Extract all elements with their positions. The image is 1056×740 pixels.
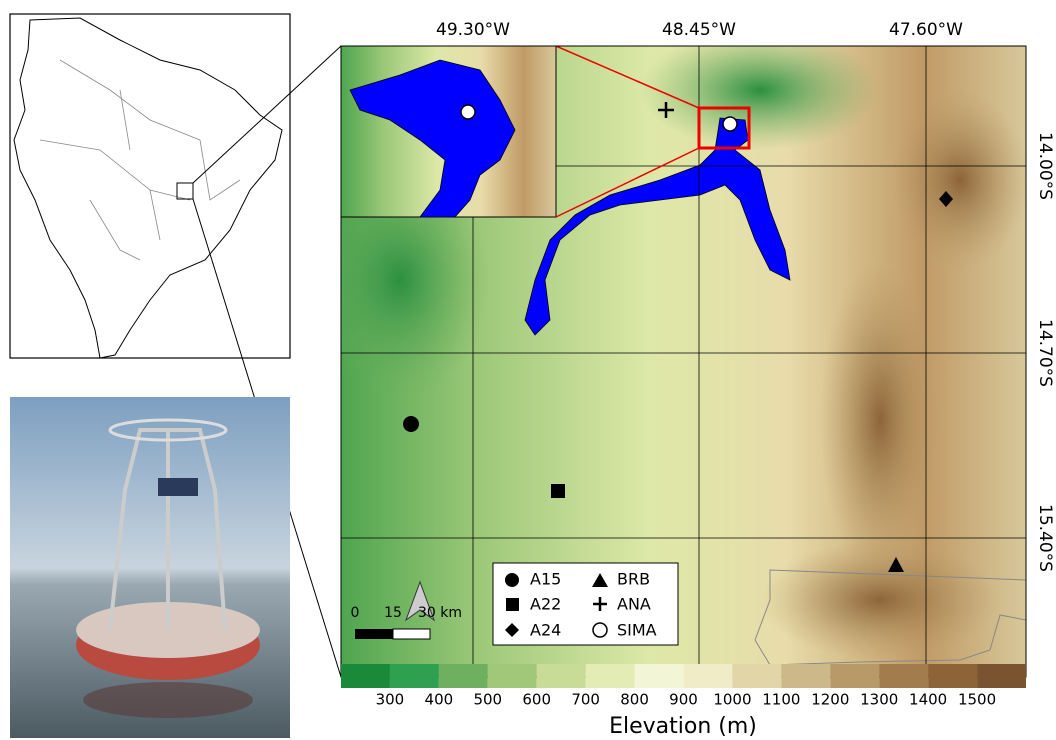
colorbar-bin xyxy=(781,664,831,688)
lat-label: 15.40°S xyxy=(1035,504,1055,572)
colorbar-bin xyxy=(634,664,684,688)
lon-label: 49.30°W xyxy=(436,20,510,40)
colorbar-tick-label: 700 xyxy=(571,691,600,709)
legend-label: A24 xyxy=(530,621,561,640)
lat-label: 14.70°S xyxy=(1035,319,1055,387)
legend-label: BRB xyxy=(617,570,650,589)
colorbar-bin xyxy=(683,664,733,688)
colorbar-tick-label: 1400 xyxy=(909,691,947,709)
colorbar-bin xyxy=(732,664,782,688)
colorbar-title: Elevation (m) xyxy=(609,714,757,739)
legend-label: SIMA xyxy=(617,621,657,640)
scale-label: 15 xyxy=(384,605,402,621)
colorbar-tick-label: 600 xyxy=(522,691,551,709)
elevation-map xyxy=(341,46,1026,677)
colorbar-bin xyxy=(389,664,439,688)
lat-label: 14.00°S xyxy=(1035,132,1055,200)
colorbar-tick-label: 500 xyxy=(473,691,502,709)
lon-label: 47.60°W xyxy=(889,20,963,40)
colorbar-bin xyxy=(830,664,880,688)
colorbar-tick-label: 1200 xyxy=(811,691,849,709)
colorbar-tick-label: 800 xyxy=(620,691,649,709)
legend-label: A15 xyxy=(530,570,561,589)
colorbar-bin xyxy=(487,664,537,688)
colorbar-bin xyxy=(977,664,1026,688)
zoom-line xyxy=(192,45,342,184)
buoy-photo xyxy=(10,397,290,738)
colorbar-tick-label: 1500 xyxy=(958,691,996,709)
inset-map xyxy=(9,13,291,359)
colorbar-bin xyxy=(928,664,978,688)
colorbar-bin xyxy=(585,664,635,688)
lon-label: 48.45°W xyxy=(662,20,736,40)
colorbar-bin xyxy=(536,664,586,688)
legend-label: A22 xyxy=(530,595,561,614)
colorbar-tick-label: 400 xyxy=(425,691,454,709)
colorbar-tick-label: 1300 xyxy=(860,691,898,709)
legend-label: ANA xyxy=(617,595,651,614)
colorbar: 300 400 500 600 700 800 900 1000 1100 1200 1300 140… xyxy=(341,664,1026,709)
colorbar-tick-label: 300 xyxy=(376,691,405,709)
colorbar-bin xyxy=(341,664,390,688)
legend-box xyxy=(492,562,679,646)
colorbar-bin xyxy=(879,664,929,688)
colorbar-tick-label: 900 xyxy=(669,691,698,709)
scale-label: 0 xyxy=(351,605,360,621)
scale-label: 30 km xyxy=(418,605,462,621)
colorbar-bin xyxy=(438,664,488,688)
colorbar-tick-label: 1100 xyxy=(762,691,800,709)
colorbar-tick-label: 1000 xyxy=(713,691,751,709)
